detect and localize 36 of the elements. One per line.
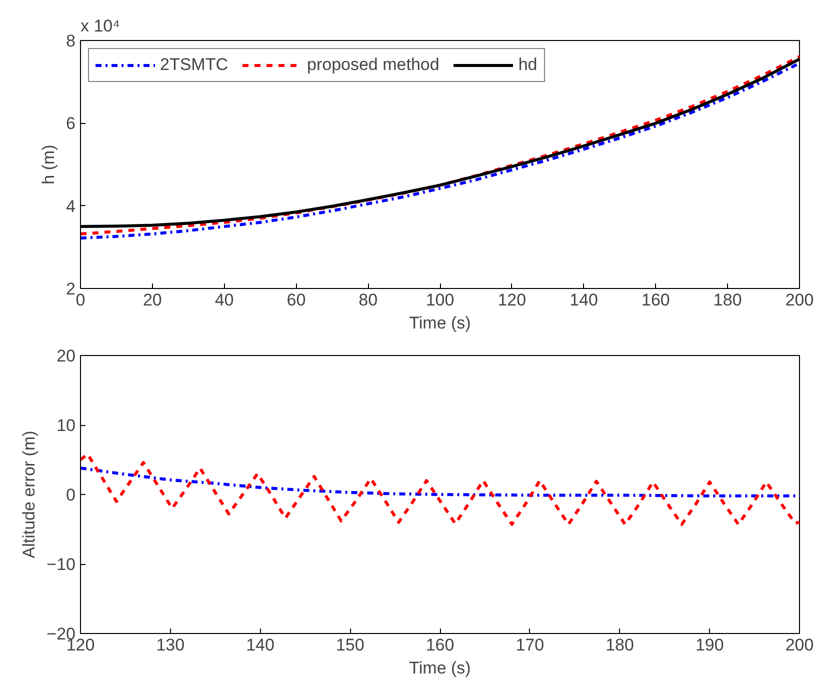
x-tick-label: 130 <box>156 636 185 654</box>
line-series <box>80 466 800 498</box>
legend-label: proposed method <box>307 55 440 75</box>
legend-label: 2TSMTC <box>160 55 228 75</box>
x-tick-label: 200 <box>785 290 814 310</box>
y-tick-label: −10 <box>46 555 76 574</box>
x-axis-title: Time (s) <box>409 314 471 332</box>
x-tick-label: 180 <box>713 290 742 310</box>
line-series <box>80 452 800 526</box>
x-tick-label: 160 <box>426 636 454 654</box>
x-tick-label: 200 <box>785 636 814 654</box>
x-tick-label: 180 <box>606 636 634 654</box>
x-tick-label: 80 <box>358 290 378 310</box>
legend-label: hd <box>518 55 538 75</box>
x-tick-label: 100 <box>426 290 454 310</box>
y-tick-label: 6 <box>66 114 76 134</box>
y-tick-label: 20 <box>56 346 76 366</box>
x-tick-label: 120 <box>498 290 526 310</box>
x-tick-label: 60 <box>286 290 306 310</box>
y-axis-title: Altitude error (m) <box>20 430 39 558</box>
x-tick-label: 20 <box>142 290 162 310</box>
x-tick-label: 150 <box>336 636 364 654</box>
x-tick-label: 160 <box>642 290 670 310</box>
x-tick-label: 190 <box>695 636 724 654</box>
x-tick-label: 40 <box>214 290 234 310</box>
text: x 10⁴ <box>80 16 120 36</box>
y-tick-label: 10 <box>56 416 76 435</box>
x-tick-label: 140 <box>246 636 274 654</box>
y-tick-label: 8 <box>66 32 76 50</box>
x-tick-label: 140 <box>570 290 598 310</box>
y-tick-label: 2 <box>66 280 76 298</box>
x-axis-title: Time (s) <box>409 658 471 678</box>
y-axis-title: h (m) <box>39 144 58 184</box>
x-tick-label: 170 <box>516 636 544 654</box>
y-tick-label: 4 <box>66 196 76 216</box>
y-tick-label: 0 <box>66 486 76 504</box>
